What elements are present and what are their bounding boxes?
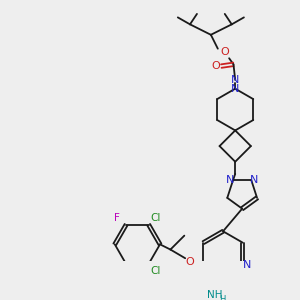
Text: N: N — [226, 176, 235, 185]
Text: H: H — [219, 296, 225, 300]
Text: O: O — [220, 47, 229, 57]
Text: N: N — [231, 84, 239, 94]
Text: Cl: Cl — [150, 266, 161, 276]
Text: O: O — [185, 257, 194, 267]
Text: O: O — [212, 61, 220, 71]
Text: N: N — [243, 260, 251, 270]
Text: NH: NH — [208, 290, 223, 300]
Text: Cl: Cl — [150, 213, 161, 223]
Text: F: F — [114, 213, 120, 223]
Text: N: N — [231, 75, 239, 85]
Text: N: N — [250, 176, 258, 185]
